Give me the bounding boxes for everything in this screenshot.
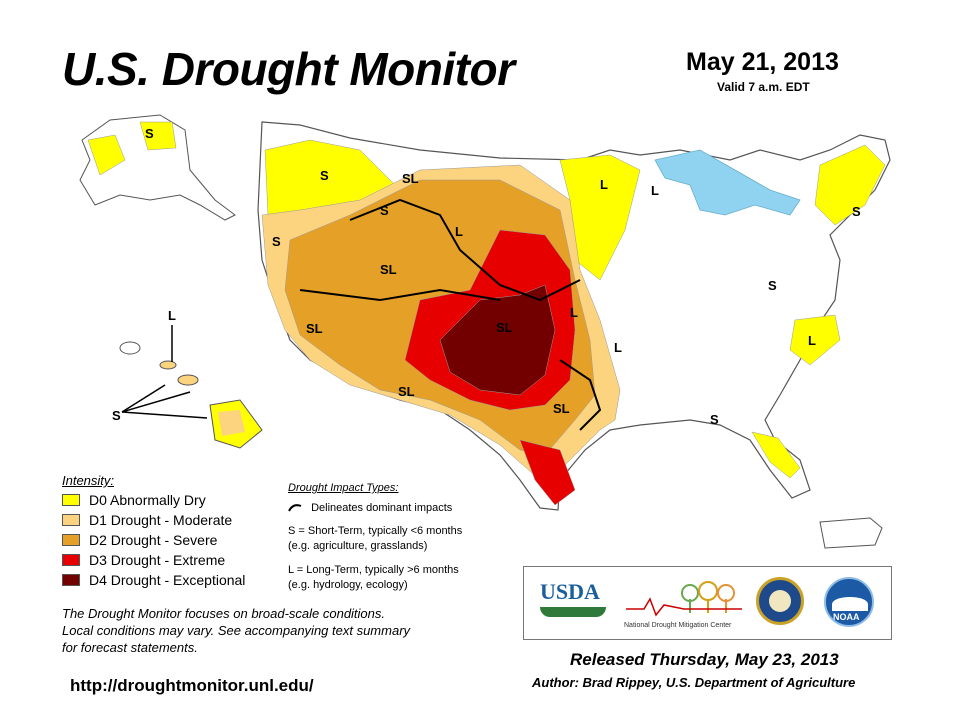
legend-item-d1: D1 Drought - Moderate	[62, 511, 232, 529]
note-line: Local conditions may vary. See accompany…	[62, 623, 411, 638]
map-label: L	[808, 333, 816, 348]
map-label: SL	[380, 262, 397, 277]
noaa-logo-text: NOAA	[833, 612, 860, 622]
map-label: SL	[306, 321, 323, 336]
usda-logo-text: USDA	[540, 579, 600, 604]
d0-northeast	[814, 144, 886, 226]
long-term-line2: (e.g. hydrology, ecology)	[288, 579, 408, 591]
agency-logos: USDA National Drought Mitigation Center …	[523, 566, 892, 640]
impact-line-label: Delineates dominant impacts	[311, 502, 453, 514]
d0-florida	[751, 431, 801, 479]
legend-label: D1 Drought - Moderate	[89, 512, 233, 528]
map-label: S	[112, 408, 121, 423]
short-term-line1: S = Short-Term, typically <6 months	[288, 525, 463, 537]
map-label: L	[570, 305, 578, 320]
legend-item-d3: D3 Drought - Extreme	[62, 551, 225, 569]
legend-label: D0 Abnormally Dry	[89, 492, 206, 508]
alaska-d0-north	[139, 121, 177, 151]
impact-line-icon	[288, 504, 302, 512]
map-title: U.S. Drought Monitor	[62, 43, 515, 95]
d0-carolinas	[789, 314, 841, 366]
map-label: S	[768, 278, 777, 293]
impact-line-legend: Delineates dominant impacts	[288, 502, 452, 515]
swatch-d4	[62, 574, 80, 586]
map-label: L	[614, 340, 622, 355]
map-label: L	[455, 224, 463, 239]
map-label: L	[651, 183, 659, 198]
legend-item-d2: D2 Drought - Severe	[62, 531, 217, 549]
tree-icon	[626, 581, 742, 617]
long-term-line1: L = Long-Term, typically >6 months	[288, 564, 459, 576]
noaa-logo: NOAA	[824, 577, 874, 627]
d3-south-texas	[519, 439, 576, 506]
puerto-rico	[819, 517, 883, 549]
map-label: S	[852, 204, 861, 219]
website-url[interactable]: http://droughtmonitor.unl.edu/	[70, 676, 314, 695]
map-label: SL	[553, 401, 570, 416]
alaska-d0-west	[87, 134, 126, 176]
disclaimer-note: The Drought Monitor focuses on broad-sca…	[62, 605, 512, 656]
map-date: May 21, 2013	[686, 48, 839, 76]
swatch-d2	[62, 534, 80, 546]
legend-label: D4 Drought - Exceptional	[89, 572, 246, 588]
map-label: S	[272, 234, 281, 249]
map-label: SL	[496, 320, 513, 335]
map-label: L	[168, 308, 176, 323]
swatch-d3	[62, 554, 80, 566]
map-label: S	[320, 168, 329, 183]
alaska-outline	[79, 114, 236, 221]
hawaii	[119, 325, 263, 449]
legend-label: D3 Drought - Extreme	[89, 552, 226, 568]
d4-southern-plains	[439, 284, 556, 396]
valid-time: Valid 7 a.m. EDT	[717, 80, 810, 94]
impact-types-title: Drought Impact Types:	[288, 482, 399, 494]
ndmc-logo: National Drought Mitigation Center	[624, 579, 744, 629]
ndmc-logo-text: National Drought Mitigation Center	[624, 622, 732, 629]
map-label: S	[145, 126, 154, 141]
legend-item-d4: D4 Drought - Exceptional	[62, 571, 245, 589]
impact-line-southwest	[299, 288, 501, 302]
commerce-seal	[756, 577, 804, 625]
impact-line-north	[349, 198, 581, 302]
note-line: The Drought Monitor focuses on broad-sca…	[62, 606, 386, 621]
map-label: SL	[402, 171, 419, 186]
map-label: SL	[398, 384, 415, 399]
usda-logo: USDA	[540, 579, 606, 625]
note-line: for forecast statements.	[62, 640, 198, 655]
short-term-line2: (e.g. agriculture, grasslands)	[288, 540, 428, 552]
great-lakes	[654, 149, 801, 216]
map-label: L	[600, 177, 608, 192]
map-label: S	[380, 203, 389, 218]
map-label: S	[710, 412, 719, 427]
legend-title: Intensity:	[62, 473, 115, 488]
swatch-d1	[62, 514, 80, 526]
legend-label: D2 Drought - Severe	[89, 532, 218, 548]
swatch-d0	[62, 494, 80, 506]
impact-line-texas	[559, 359, 602, 431]
legend-item-d0: D0 Abnormally Dry	[62, 491, 206, 509]
released-date: Released Thursday, May 23, 2013	[570, 650, 839, 669]
author-credit: Author: Brad Rippey, U.S. Department of …	[532, 675, 856, 690]
